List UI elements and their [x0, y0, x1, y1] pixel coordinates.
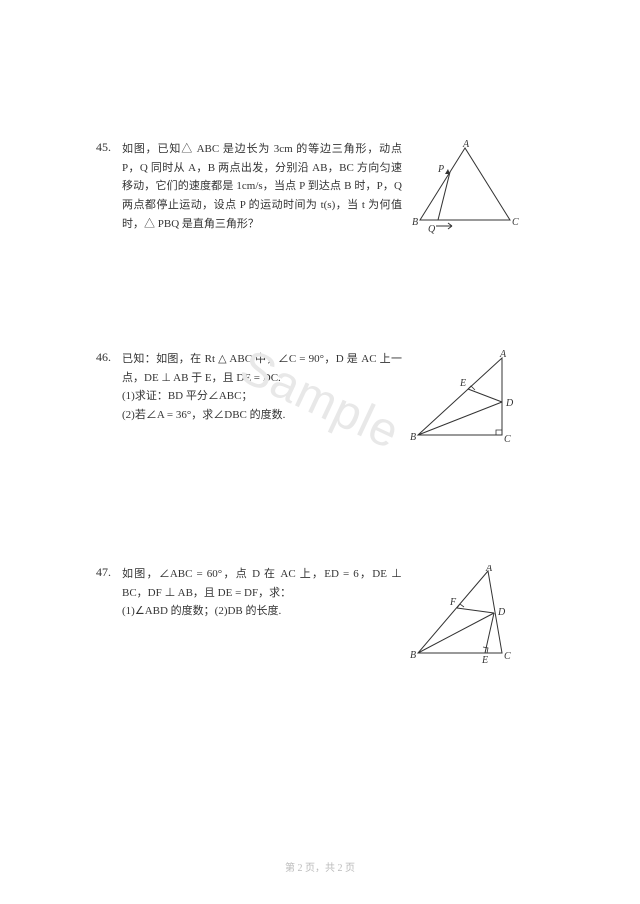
problem-number: 47.: [96, 565, 118, 580]
label-C: C: [504, 651, 511, 662]
figure-47: A B C D E F: [410, 565, 520, 675]
label-P: P: [437, 164, 444, 175]
problem-text: 已知：如图，在 Rt △ ABC 中，∠C = 90°，D 是 AC 上一点，D…: [122, 350, 402, 425]
problem-47: 47. 如图，∠ABC = 60°，点 D 在 AC 上，ED = 6，DE ⊥…: [96, 565, 560, 675]
problem-sub-2: (2)若∠A = 36°，求∠DBC 的度数.: [122, 409, 285, 421]
problem-text: 如图，已知△ ABC 是边长为 3cm 的等边三角形，动点 P，Q 同时从 A，…: [122, 140, 402, 233]
problem-number: 45.: [96, 140, 118, 155]
label-A: A: [485, 565, 493, 574]
label-E: E: [459, 378, 466, 389]
label-A: A: [462, 140, 470, 150]
problem-46: 46. 已知：如图，在 Rt △ ABC 中，∠C = 90°，D 是 AC 上…: [96, 350, 560, 450]
label-F: F: [449, 597, 457, 608]
page-footer: 第 2 页，共 2 页: [0, 859, 640, 874]
label-B: B: [412, 217, 418, 228]
label-Q: Q: [428, 224, 436, 235]
problem-body: 已知：如图，在 Rt △ ABC 中，∠C = 90°，D 是 AC 上一点，D…: [122, 353, 402, 384]
figure-46: A B C D E: [410, 350, 520, 450]
figure-45: A B C P Q: [410, 140, 520, 235]
problem-sub-1: (1)∠ABD 的度数；(2)DB 的长度.: [122, 605, 281, 617]
problem-number: 46.: [96, 350, 118, 365]
label-E: E: [481, 655, 488, 666]
problem-body: 如图，∠ABC = 60°，点 D 在 AC 上，ED = 6，DE ⊥ BC，…: [122, 568, 402, 599]
problem-sub-1: (1)求证：BD 平分∠ABC；: [122, 390, 252, 402]
problem-text: 如图，∠ABC = 60°，点 D 在 AC 上，ED = 6，DE ⊥ BC，…: [122, 565, 402, 621]
problem-45: 45. 如图，已知△ ABC 是边长为 3cm 的等边三角形，动点 P，Q 同时…: [96, 140, 560, 235]
label-D: D: [505, 398, 514, 409]
label-B: B: [410, 650, 416, 661]
label-C: C: [512, 217, 519, 228]
label-B: B: [410, 432, 416, 443]
label-A: A: [499, 350, 507, 360]
page-content: 45. 如图，已知△ ABC 是边长为 3cm 的等边三角形，动点 P，Q 同时…: [0, 0, 640, 904]
label-C: C: [504, 434, 511, 445]
label-D: D: [497, 607, 506, 618]
